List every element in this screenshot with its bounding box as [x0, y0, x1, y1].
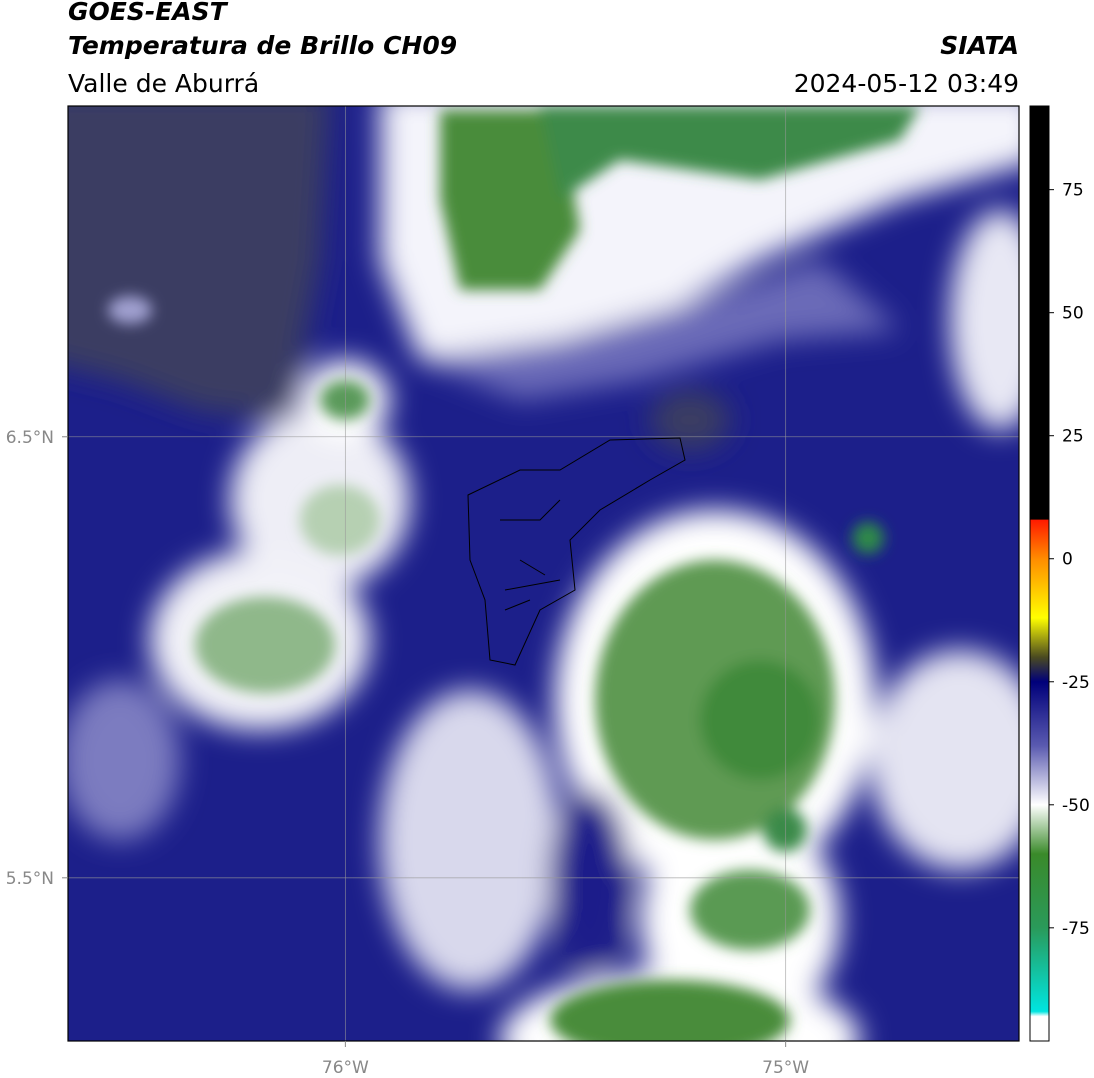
- colorbar-tick-label: 25: [1062, 427, 1084, 447]
- y-tick-label: 5.5°N: [6, 869, 54, 889]
- product-title: Temperatura de Brillo CH09: [68, 31, 457, 60]
- source-title: GOES-EAST: [68, 0, 229, 26]
- satellite-image: [68, 106, 1019, 1041]
- map-frame: [67, 105, 1020, 1042]
- y-tick-label: 6.5°N: [6, 428, 54, 448]
- colorbar-tick-label: -75: [1062, 919, 1090, 939]
- colorbar-tick-label: 0: [1062, 550, 1073, 570]
- x-tick-label: 75°W: [762, 1058, 809, 1078]
- x-tick-label: 76°W: [322, 1058, 369, 1078]
- colorbar: [1029, 105, 1050, 1042]
- brand: SIATA: [940, 31, 1019, 60]
- colorbar-tick-label: -50: [1062, 796, 1090, 816]
- datetime: 2024-05-12 03:49: [794, 69, 1019, 98]
- colorbar-tick-label: 75: [1062, 181, 1084, 201]
- region: Valle de Aburrá: [68, 69, 259, 98]
- colorbar-tick-label: -25: [1062, 673, 1090, 693]
- colorbar-tick-label: 50: [1062, 304, 1084, 324]
